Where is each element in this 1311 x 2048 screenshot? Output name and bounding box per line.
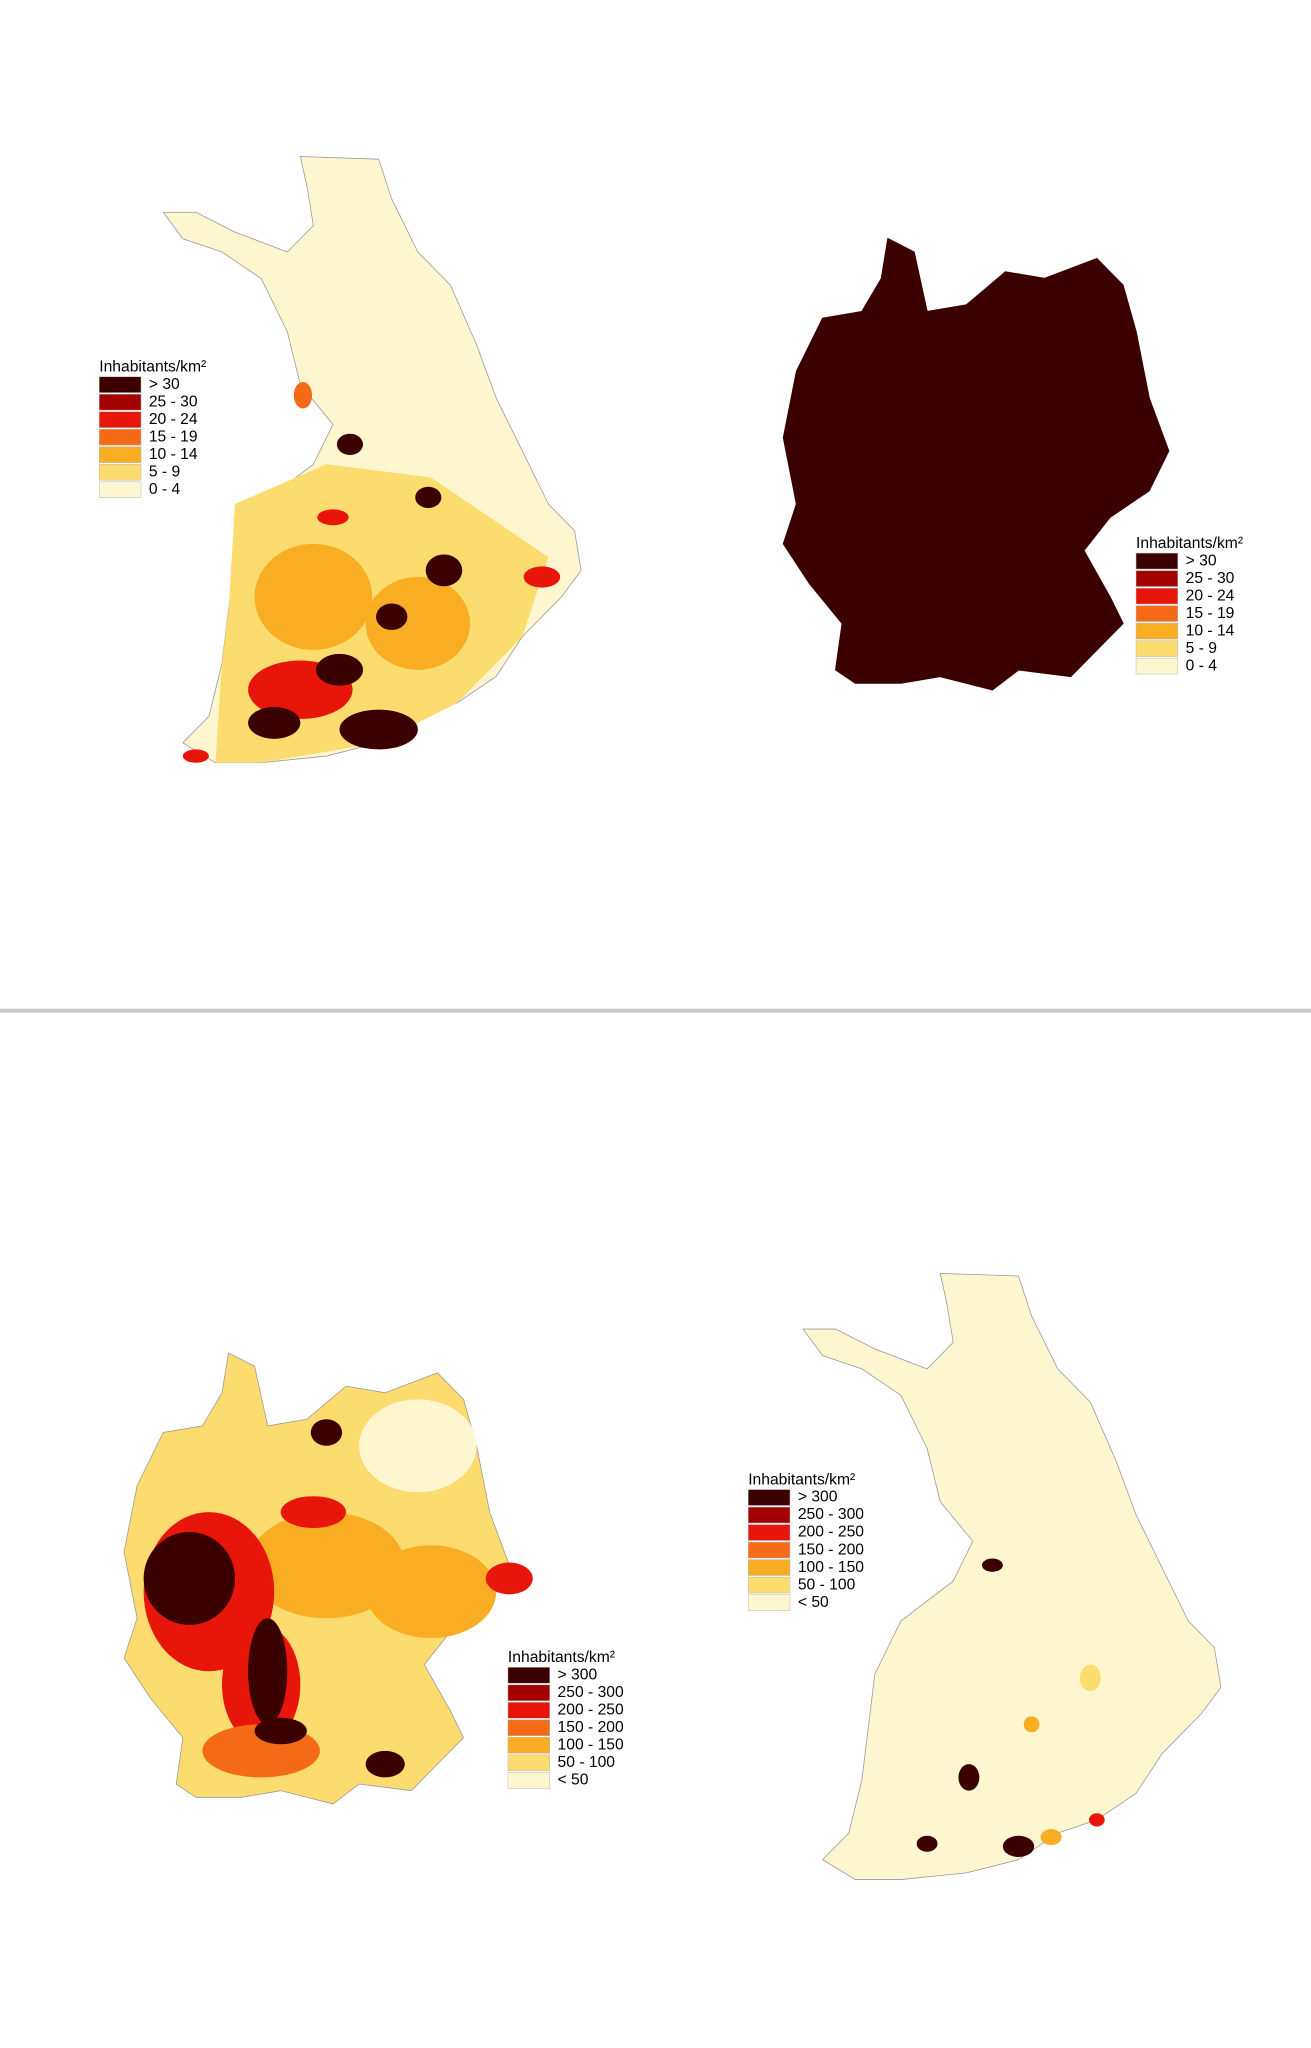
legend-label: 150 - 200: [798, 1541, 864, 1558]
legend-swatch: [747, 1506, 791, 1524]
legend-swatch: [1135, 587, 1179, 605]
legend-label: 0 - 4: [149, 481, 181, 498]
legend-label: 50 - 100: [798, 1576, 856, 1593]
legend-title: Inhabitants/km²: [508, 1649, 615, 1666]
legend-label: > 300: [798, 1489, 838, 1506]
legend-swatch: [747, 1541, 791, 1559]
legend-label: 200 - 250: [558, 1701, 624, 1718]
legend-label: 250 - 300: [558, 1684, 624, 1701]
legend-label: 10 - 14: [149, 446, 198, 463]
legend-label: < 50: [558, 1771, 589, 1788]
legend-label: 50 - 100: [558, 1754, 616, 1771]
legend-label: 25 - 30: [149, 393, 198, 410]
legend-swatch: [747, 1524, 791, 1541]
legend-swatch: [507, 1719, 550, 1737]
legend-label: 200 - 250: [798, 1524, 864, 1541]
legend-label: 100 - 150: [558, 1736, 624, 1753]
legend-title: Inhabitants/km²: [748, 1471, 855, 1488]
legend-swatch: [1135, 570, 1179, 587]
legend-swatch: [507, 1667, 550, 1684]
legend-swatch: [747, 1559, 791, 1576]
legend-label: 100 - 150: [798, 1559, 864, 1576]
map-finland-bottom: [802, 1272, 1222, 1881]
legend-label: 20 - 24: [149, 411, 198, 428]
legend-swatch: [98, 446, 142, 463]
legend-title: Inhabitants/km²: [99, 359, 206, 376]
legend-swatch: [98, 481, 142, 498]
legend-swatch: [507, 1737, 550, 1754]
legend-swatch: [507, 1772, 550, 1789]
legend-label: 150 - 200: [558, 1719, 624, 1736]
legend-swatch: [507, 1754, 550, 1772]
legend-title: Inhabitants/km²: [1136, 535, 1243, 552]
legend-label: 15 - 19: [149, 428, 198, 445]
legend-label: 20 - 24: [1186, 587, 1235, 604]
legend-swatch: [98, 411, 142, 428]
legend-label: > 30: [1186, 552, 1217, 569]
legend-swatch: [1135, 605, 1179, 622]
legend-label: 250 - 300: [798, 1506, 864, 1523]
legend-label: 5 - 9: [1186, 640, 1218, 657]
legend-label: > 300: [558, 1666, 598, 1683]
legend-label: 15 - 19: [1186, 605, 1235, 622]
legend-label: 10 - 14: [1186, 622, 1235, 639]
legend-swatch: [98, 376, 142, 393]
legend-label: 0 - 4: [1186, 657, 1218, 674]
legend-label: < 50: [798, 1594, 829, 1611]
legend-swatch: [98, 463, 142, 481]
legend-swatch: [747, 1489, 791, 1506]
legend-swatch: [1135, 657, 1179, 675]
legend-label: > 30: [149, 376, 180, 393]
legend-swatch: [98, 393, 142, 411]
map-germany-bottom: [123, 1352, 533, 1805]
map-finland-top: [162, 155, 582, 764]
legend-swatch: [1135, 640, 1179, 657]
legend-swatch: [1135, 552, 1179, 570]
legend-swatch: [507, 1702, 550, 1719]
legend-swatch: [98, 428, 142, 446]
legend-swatch: [1135, 622, 1179, 640]
legend-swatch: [507, 1684, 550, 1702]
legend-swatch: [747, 1576, 791, 1594]
map-germany-top: [782, 238, 1170, 691]
legend-swatch: [747, 1594, 791, 1611]
legend-label: 5 - 9: [149, 463, 181, 480]
legend-label: 25 - 30: [1186, 570, 1235, 587]
